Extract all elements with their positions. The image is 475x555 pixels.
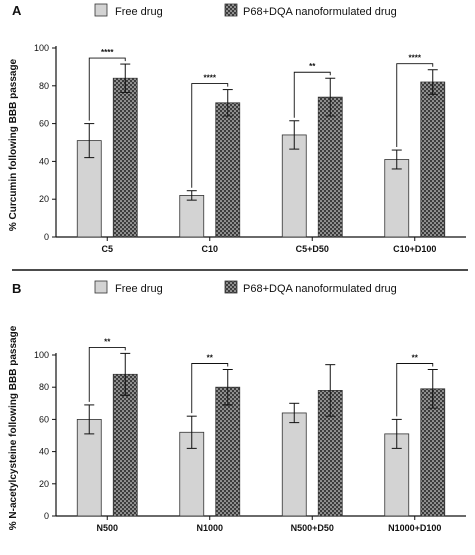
legend-label-nanoformulated: P68+DQA nanoformulated drug [243, 6, 397, 18]
y-tick-label: 80 [39, 382, 49, 392]
significance-bracket [396, 363, 434, 417]
category-label: C10+D100 [393, 244, 436, 254]
significance-label: **** [204, 74, 217, 83]
legend-label-free-drug: Free drug [115, 283, 163, 295]
bar-nanoformulated-c10 [215, 102, 241, 238]
legend-swatch-nanoformulated [224, 3, 238, 17]
panel-letter-a: A [12, 3, 22, 18]
category-label: N1000+D100 [388, 523, 441, 533]
legend-swatch-free-drug [94, 280, 108, 294]
y-tick-label: 40 [39, 156, 49, 166]
bar-nanoformulated-c10-d100 [420, 81, 446, 238]
bar-free-drug-c5-d50 [281, 134, 307, 238]
category-label: C10 [201, 244, 218, 254]
legend-label-free-drug: Free drug [115, 6, 163, 18]
y-tick-label: 40 [39, 447, 49, 457]
significance-label: **** [409, 54, 422, 63]
y-tick-label: 0 [44, 511, 49, 521]
significance-label: ** [309, 62, 316, 71]
legend-swatch-nanoformulated [224, 280, 238, 294]
significance-label: **** [101, 48, 114, 57]
significance-label: ** [412, 353, 419, 362]
category-label: N1000 [196, 523, 223, 533]
category-label: C5 [101, 244, 113, 254]
y-tick-label: 0 [44, 232, 49, 242]
significance-label: ** [207, 353, 214, 362]
category-label: N500+D50 [291, 523, 334, 533]
bar-free-drug-c10 [179, 195, 205, 238]
y-tick-label: 60 [39, 119, 49, 129]
bar-free-drug-n500 [76, 418, 102, 517]
category-label: C5+D50 [296, 244, 329, 254]
legend-swatch-free-drug [94, 3, 108, 17]
bar-nanoformulated-c5-d50 [317, 96, 343, 238]
legend-label-nanoformulated: P68+DQA nanoformulated drug [243, 283, 397, 295]
panel-letter-b: B [12, 281, 21, 296]
bar-nanoformulated-n1000 [215, 386, 241, 517]
panel-a: A Free drug P68+DQA nanoformulated drug … [8, 3, 466, 254]
bar-nanoformulated-n500 [112, 373, 138, 517]
y-tick-label: 20 [39, 479, 49, 489]
significance-bracket [88, 57, 126, 121]
bar-free-drug-c10-d100 [384, 159, 410, 238]
y-tick-label: 80 [39, 81, 49, 91]
bar-free-drug-n500-d50 [281, 412, 307, 517]
y-tick-label: 100 [34, 350, 49, 360]
significance-bracket [88, 346, 126, 402]
significance-bracket [191, 363, 229, 414]
y-tick-label: 100 [34, 43, 49, 53]
category-label: N500 [96, 523, 118, 533]
y-tick-label: 60 [39, 414, 49, 424]
panel-b: B Free drug P68+DQA nanoformulated drug … [8, 280, 466, 533]
y-tick-label: 20 [39, 194, 49, 204]
bar-nanoformulated-c5 [112, 77, 138, 238]
significance-bracket [293, 71, 331, 118]
significance-label: ** [104, 337, 111, 346]
significance-bracket [191, 83, 229, 188]
bar-nanoformulated-n1000-d100 [420, 388, 446, 517]
significance-bracket [396, 63, 434, 148]
y-axis-title: % N-acetylcysteine following BBB passage [8, 325, 19, 530]
y-axis-title: % Curcumin following BBB passage [8, 58, 19, 231]
